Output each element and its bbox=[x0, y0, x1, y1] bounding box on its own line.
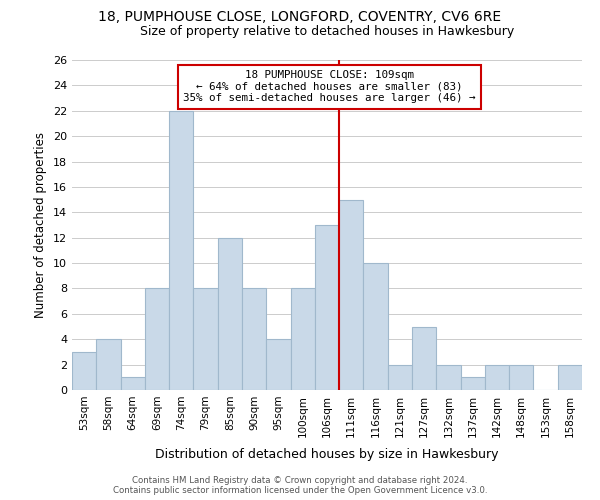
Bar bbox=[266, 339, 290, 390]
Bar bbox=[364, 263, 388, 390]
Bar bbox=[145, 288, 169, 390]
Bar bbox=[412, 326, 436, 390]
Bar bbox=[193, 288, 218, 390]
Text: 18, PUMPHOUSE CLOSE, LONGFORD, COVENTRY, CV6 6RE: 18, PUMPHOUSE CLOSE, LONGFORD, COVENTRY,… bbox=[98, 10, 502, 24]
Bar bbox=[121, 378, 145, 390]
Bar bbox=[315, 225, 339, 390]
Text: 18 PUMPHOUSE CLOSE: 109sqm
← 64% of detached houses are smaller (83)
35% of semi: 18 PUMPHOUSE CLOSE: 109sqm ← 64% of deta… bbox=[183, 70, 476, 103]
Bar bbox=[461, 378, 485, 390]
Bar bbox=[242, 288, 266, 390]
Bar bbox=[558, 364, 582, 390]
Y-axis label: Number of detached properties: Number of detached properties bbox=[34, 132, 47, 318]
Text: Contains HM Land Registry data © Crown copyright and database right 2024.
Contai: Contains HM Land Registry data © Crown c… bbox=[113, 476, 487, 495]
Title: Size of property relative to detached houses in Hawkesbury: Size of property relative to detached ho… bbox=[140, 25, 514, 38]
Bar bbox=[436, 364, 461, 390]
Bar bbox=[290, 288, 315, 390]
Bar bbox=[485, 364, 509, 390]
Bar bbox=[72, 352, 96, 390]
X-axis label: Distribution of detached houses by size in Hawkesbury: Distribution of detached houses by size … bbox=[155, 448, 499, 461]
Bar bbox=[96, 339, 121, 390]
Bar bbox=[509, 364, 533, 390]
Bar bbox=[388, 364, 412, 390]
Bar bbox=[339, 200, 364, 390]
Bar bbox=[218, 238, 242, 390]
Bar bbox=[169, 111, 193, 390]
